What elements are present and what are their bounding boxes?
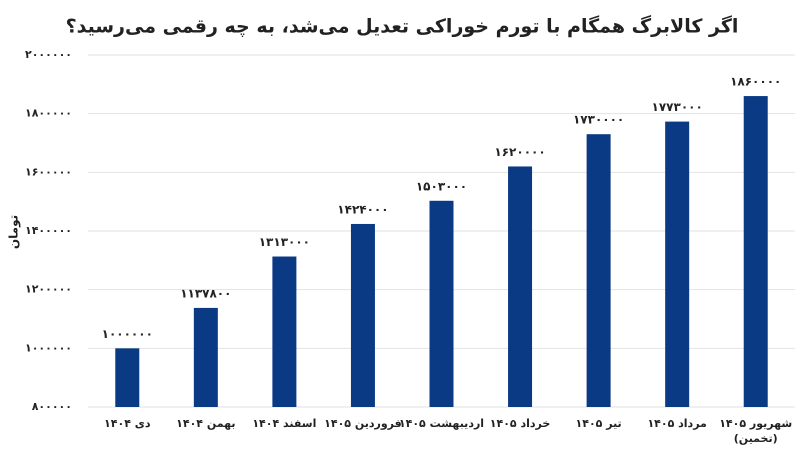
y-tick-label: ۱۰۰۰۰۰۰	[25, 341, 72, 354]
y-tick-label: ۱۶۰۰۰۰۰	[25, 165, 72, 178]
y-tick-label: ۸۰۰۰۰۰	[32, 400, 72, 413]
bar	[272, 256, 297, 407]
bar	[586, 134, 611, 407]
x-tick-label: اردیبهشت ۱۴۰۵	[398, 417, 485, 430]
chart-title: اگر کالابرگ همگام با تورم خوراکی تعدیل م…	[66, 15, 739, 38]
x-tick-label: دی ۱۴۰۴	[104, 417, 151, 430]
bar	[429, 200, 454, 407]
bar	[743, 96, 768, 408]
y-tick-label: ۱۴۰۰۰۰۰	[25, 224, 72, 237]
data-label: ۱۰۰۰۰۰۰	[102, 327, 153, 341]
bar	[508, 166, 533, 407]
data-label: ۱۷۷۳۰۰۰	[652, 100, 703, 114]
y-tick-label: ۱۲۰۰۰۰۰	[25, 283, 72, 296]
bar	[115, 348, 140, 407]
data-label: ۱۷۳۰۰۰۰	[573, 113, 624, 127]
y-tick-label: ۱۸۰۰۰۰۰	[25, 107, 72, 120]
x-tick-label: اسفند ۱۴۰۴	[252, 417, 317, 430]
x-tick-label: فروردین ۱۴۰۵	[324, 417, 402, 430]
data-label: ۱۶۲۰۰۰۰	[494, 145, 545, 159]
y-tick-label: ۲۰۰۰۰۰۰	[25, 48, 72, 61]
bar	[193, 307, 218, 407]
x-tick-label: شهریور ۱۴۰۵ (تخمین)	[719, 417, 793, 445]
x-tick-label: خرداد ۱۴۰۵	[489, 417, 551, 430]
x-tick-label: مرداد ۱۴۰۵	[647, 417, 707, 430]
x-tick-label: بهمن ۱۴۰۴	[176, 417, 236, 430]
x-tick-label: تیر ۱۴۰۵	[575, 417, 622, 430]
data-label: ۱۱۳۷۸۰۰	[180, 286, 231, 300]
data-label: ۱۸۶۰۰۰۰	[730, 75, 781, 89]
data-label: ۱۳۱۳۰۰۰	[259, 235, 310, 249]
bar	[665, 121, 690, 407]
data-label: ۱۵۰۳۰۰۰	[416, 179, 467, 193]
y-axis-label: تومان	[7, 215, 22, 249]
bar	[350, 223, 375, 407]
data-label: ۱۴۲۴۰۰۰	[337, 202, 388, 216]
